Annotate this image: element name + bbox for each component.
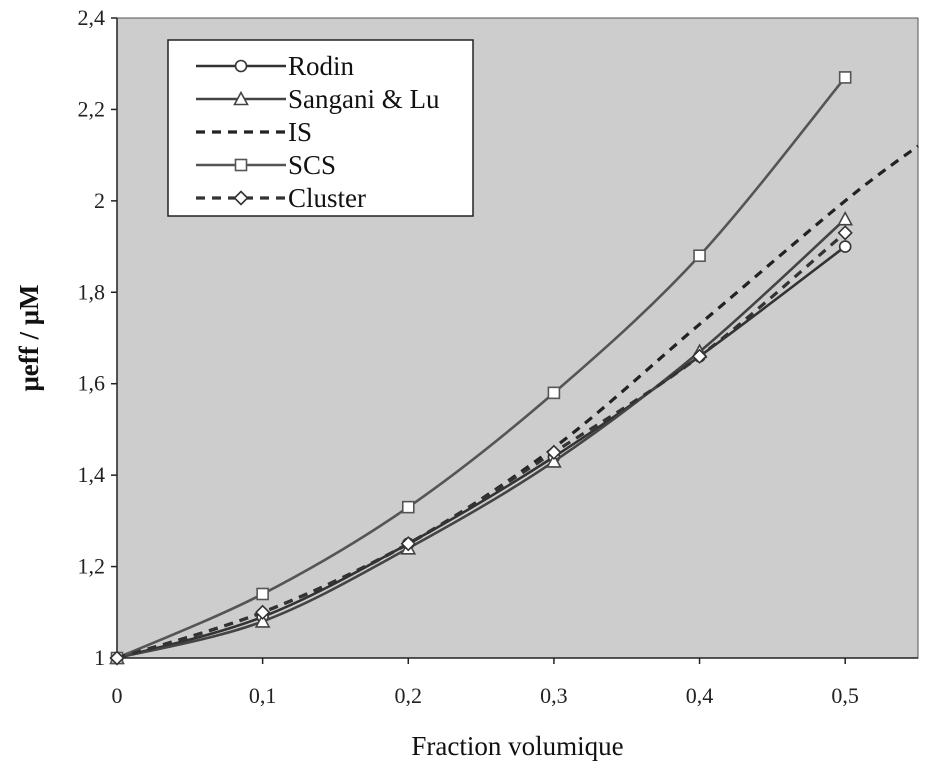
- data-point-cluster: [400, 536, 416, 552]
- data-point-sangani-lu: [254, 613, 271, 628]
- legend-marker: [234, 158, 248, 172]
- legend-marker: [233, 190, 249, 206]
- x-tick-label: 0,1: [249, 683, 277, 708]
- x-tick-label: 0,2: [395, 683, 423, 708]
- legend-label: IS: [288, 117, 312, 147]
- legend-entry-cluster: Cluster: [196, 183, 366, 213]
- legend-label: Sangani & Lu: [288, 84, 440, 114]
- legend-marker: [234, 59, 248, 73]
- data-point-scs: [256, 587, 269, 601]
- legend-label: Rodin: [288, 51, 355, 81]
- legend-entry-is: IS: [196, 117, 312, 147]
- data-point-cluster: [109, 650, 125, 666]
- x-tick-label: 0: [112, 683, 123, 708]
- y-tick-label: 1,6: [78, 371, 106, 396]
- y-tick-label: 1,2: [78, 554, 106, 579]
- series-line-sangani-lu: [116, 218, 847, 660]
- legend-entry-rodin: Rodin: [196, 51, 355, 81]
- data-point-scs: [838, 71, 852, 84]
- x-tick-label: 0,5: [831, 683, 859, 708]
- legend-entry-sangani-lu: Sangani & Lu: [196, 84, 440, 114]
- y-tick-label: 1,8: [78, 279, 106, 304]
- x-axis: 0 0,1 0,2 0,3 0,4 0,5: [112, 657, 918, 708]
- legend-label: SCS: [288, 150, 336, 180]
- series-line-cluster: [116, 231, 847, 660]
- data-point-sangani-lu: [546, 453, 562, 468]
- data-point-rodin: [838, 240, 852, 253]
- y-axis: 1 1,2 1,4 1,6 1,8 2 2,2 2,4: [78, 5, 118, 670]
- series-layer: [109, 71, 919, 666]
- legend-box: [167, 39, 474, 217]
- data-point-cluster: [837, 225, 853, 241]
- data-point-cluster: [691, 348, 708, 364]
- data-point-cluster: [546, 444, 562, 460]
- y-tick-label: 1,4: [78, 462, 106, 487]
- y-tick-label: 2,2: [78, 96, 106, 121]
- data-point-scs: [693, 249, 706, 263]
- legend-marker: [233, 90, 249, 106]
- x-tick-label: 0,4: [686, 683, 714, 708]
- y-tick-label: 2: [94, 188, 105, 213]
- data-point-cluster: [255, 604, 271, 620]
- x-axis-title: Fraction volumique: [411, 731, 623, 761]
- data-point-scs: [547, 386, 561, 400]
- legend-label: Cluster: [288, 183, 366, 213]
- legend-entry-scs: SCS: [196, 150, 336, 180]
- y-axis-title: μeff / μM: [14, 284, 44, 391]
- y-tick-label: 2,4: [78, 5, 106, 30]
- x-tick-label: 0,3: [540, 683, 568, 708]
- series-cluster: [109, 225, 853, 666]
- series-line-rodin: [116, 245, 846, 660]
- data-point-scs: [401, 500, 415, 514]
- y-tick-label: 1: [94, 645, 105, 670]
- data-point-sangani-lu: [837, 210, 854, 226]
